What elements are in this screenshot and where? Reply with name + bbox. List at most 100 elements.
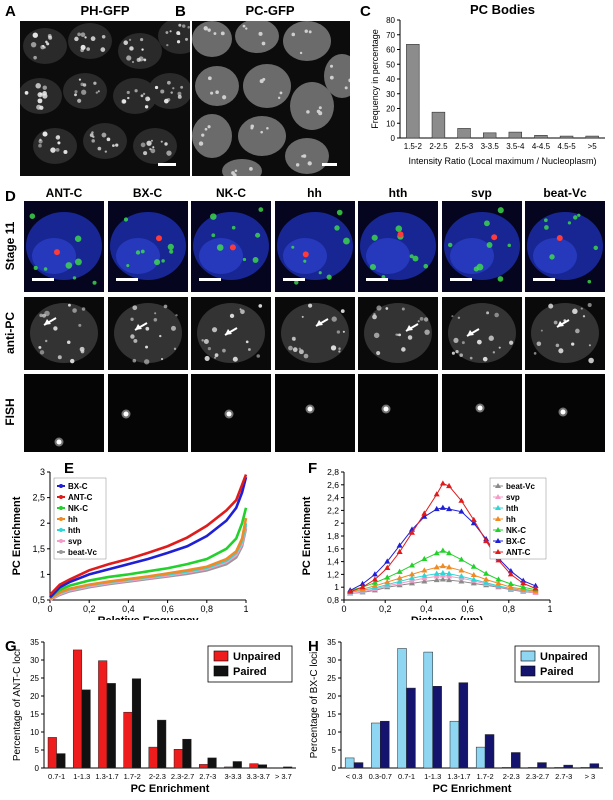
legend-marker (495, 527, 501, 532)
pc-signal (497, 207, 504, 214)
y-axis-label: Percentage of ANT-C loci (12, 649, 23, 761)
legend-label: NK-C (68, 504, 88, 513)
pc-body (508, 340, 513, 345)
ph-body (126, 55, 132, 61)
data-point (421, 510, 428, 516)
anti-pc-image (525, 297, 605, 370)
chart-title: PC Bodies (470, 2, 535, 17)
y-axis-label: Percentage of BX-C loci (309, 652, 320, 759)
data-point (483, 579, 490, 585)
y-tick-label: 20 (30, 692, 39, 701)
pc-body (457, 316, 460, 319)
nucleus-dapi (199, 238, 243, 274)
pc-signal (318, 271, 322, 275)
data-point (408, 562, 415, 568)
bar-paired (589, 763, 600, 769)
pc-body (340, 309, 345, 313)
pc-body (222, 348, 226, 353)
bar-paired (511, 752, 521, 769)
pc-body (295, 163, 300, 167)
legend-label: BX-C (506, 537, 526, 546)
ph-body (80, 32, 86, 38)
y-tick-label: 10 (386, 119, 395, 128)
nucleus (133, 128, 177, 164)
ph-body (150, 148, 156, 154)
y-tick-label: 1,6 (327, 544, 339, 554)
pc-body (299, 51, 303, 55)
data-point (507, 580, 514, 586)
bar (457, 128, 471, 139)
fish-signal (53, 249, 60, 256)
y-tick-label: 2 (40, 518, 45, 528)
fish-image (191, 374, 271, 452)
anti-pc-image (24, 297, 104, 370)
data-point (495, 557, 502, 563)
pc-body (201, 339, 204, 342)
ph-body (127, 96, 130, 100)
y-tick-label: 1,8 (327, 531, 339, 541)
pc-signal (302, 259, 306, 263)
ph-body (129, 46, 134, 51)
fish-spot (123, 411, 128, 417)
pc-body (376, 305, 382, 311)
arrow-head (225, 329, 232, 335)
pc-body (245, 340, 249, 344)
column-label: hh (307, 186, 322, 200)
pc-gfp-micrograph (192, 21, 350, 176)
bar (559, 135, 574, 139)
fish-spot (56, 439, 62, 445)
pc-body (132, 338, 137, 343)
legend-label: beat-Vc (506, 482, 535, 491)
pc-body (336, 330, 340, 334)
pc-signal (153, 259, 160, 266)
row-label: Stage 11 (3, 221, 17, 270)
ph-body (77, 98, 82, 103)
fish-image (525, 374, 605, 452)
ph-body (166, 150, 172, 156)
nucleus (158, 21, 190, 54)
bar-unpaired (397, 648, 407, 769)
bar-unpaired (148, 746, 158, 769)
pc-body (153, 312, 156, 315)
pc-body (451, 351, 455, 355)
pc-body (582, 315, 586, 318)
pc-body (207, 346, 212, 351)
data-point (439, 569, 446, 576)
bar-unpaired (123, 711, 133, 769)
x-tick-label: 1 (243, 604, 248, 614)
data-point (439, 547, 446, 553)
data-point (439, 576, 446, 582)
ph-body (178, 23, 182, 27)
bar-unpaired (344, 757, 355, 769)
y-tick-label: 40 (386, 75, 395, 84)
bar-unpaired (502, 767, 512, 769)
pc-body (417, 320, 420, 323)
stage11-merge-image (24, 201, 104, 292)
pc-body (277, 96, 281, 100)
x-tick-label: 3.3-3.7 (247, 772, 270, 781)
ph-body (45, 40, 48, 44)
pc-signal (74, 258, 82, 266)
legend-marker (59, 506, 63, 510)
pc-signal (544, 225, 549, 230)
chart-cumulative-pc-enrichment: 0,5 1 1,5 2 2,5 3 0 0,2 0,4 0,6 0,8 1 Relative Frequ… (11, 467, 249, 620)
x-axis-label: Relative Frequency (98, 615, 200, 620)
data-point (408, 529, 415, 535)
ph-body (81, 89, 87, 95)
nucleus (68, 23, 112, 59)
nucleus (243, 64, 291, 108)
pc-signal (72, 276, 77, 280)
y-tick-label: 2,4 (327, 493, 339, 503)
data-point (446, 564, 453, 570)
ph-body (180, 85, 184, 89)
x-tick-label: 0,2 (379, 604, 392, 614)
pc-body (575, 328, 580, 334)
ph-body (80, 44, 86, 50)
stage11-merge-image (191, 201, 271, 292)
ph-body (187, 25, 190, 29)
pc-signal (242, 257, 247, 262)
legend-marker (495, 538, 501, 543)
pc-signal (293, 280, 299, 285)
nucleus (148, 73, 190, 109)
ph-body (166, 97, 171, 102)
